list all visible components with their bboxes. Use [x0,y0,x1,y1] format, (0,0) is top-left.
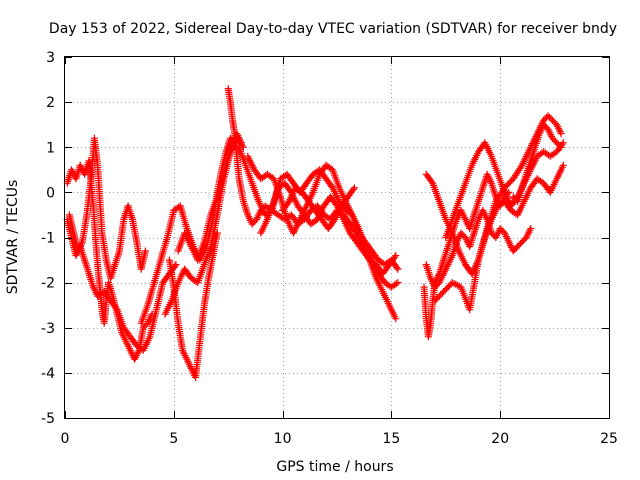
series-track-8 [224,85,400,323]
data-point [238,142,246,150]
series-track-3 [63,215,180,354]
y-tick-label: -5 [41,411,55,427]
series-track-18 [509,121,565,205]
data-point [394,279,402,287]
data-point [237,139,245,147]
y-tick-label: 2 [46,95,55,111]
series-track-12 [279,184,358,232]
data-point [350,184,358,192]
x-tick-label: 20 [491,431,509,447]
data-point [557,130,565,138]
axis-ticks [65,57,610,419]
y-tick-label: -4 [41,366,55,382]
data-points [63,85,567,381]
series-track-11 [257,166,402,273]
data-point [559,161,567,169]
series-track-2 [65,134,149,282]
y-axis-label: SDTVAR / TECUs [5,180,21,295]
series-track-4 [137,134,239,327]
data-point [556,142,564,150]
tick-labels: 0 5 10 15 20 25 -5 -4 -3 -2 -1 0 1 2 3 [41,50,618,447]
data-point [428,178,436,186]
data-point [394,265,402,273]
data-point [393,264,401,272]
y-tick-label: 3 [46,50,55,66]
chart-title: Day 153 of 2022, Sidereal Day-to-day VTE… [49,21,617,37]
data-point [213,229,221,237]
y-tick-label: -2 [41,276,55,292]
y-tick-label: 1 [46,140,55,156]
data-point [392,252,400,259]
data-point [392,280,400,288]
data-point [349,185,357,193]
data-point [559,139,567,147]
data-point [142,247,149,255]
y-tick-label: -3 [41,321,55,337]
series-track-6 [165,229,221,381]
series-track-14 [422,206,535,291]
x-tick-label: 0 [61,431,70,447]
plot-frame [64,56,610,419]
y-tick-label: -1 [41,231,55,247]
data-point [391,253,399,261]
data-point [172,261,180,269]
x-axis-label: GPS time / hours [276,459,393,475]
x-tick-label: 25 [600,431,618,447]
data-point [557,143,565,151]
series-track-13 [420,170,513,341]
data-point [392,315,400,323]
y-tick-label: 0 [46,185,55,201]
x-tick-label: 10 [274,431,292,447]
x-tick-label: 5 [169,431,178,447]
x-tick-label: 15 [382,431,400,447]
data-point [527,225,535,232]
series-track-17 [431,112,565,314]
